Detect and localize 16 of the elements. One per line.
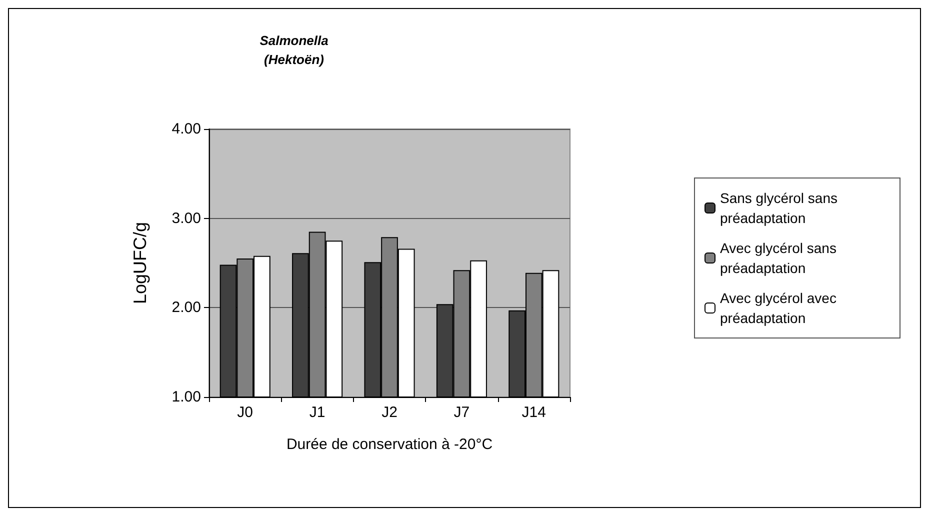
chart-subtitle: (Hektoën) [264, 52, 324, 67]
x-tick-label: J0 [237, 404, 254, 421]
legend-label: Sans glycérol sans préadaptation [720, 190, 842, 226]
y-tick-label: 3.00 [172, 210, 201, 227]
chart-title: Salmonella [260, 33, 328, 48]
x-tick-label: J7 [454, 404, 470, 421]
legend-label: Avec glycérol sans préadaptation [720, 240, 840, 276]
y-tick-label: 2.00 [172, 299, 201, 316]
x-tick-label: J14 [522, 404, 546, 421]
x-tick-label: J1 [309, 404, 326, 421]
legend-label: Avec glycérol avec préadaptation [720, 290, 840, 326]
y-tick-label: 4.00 [172, 120, 201, 138]
x-tick-label: J2 [382, 404, 398, 421]
y-axis-title: LogUFC/g [130, 222, 150, 304]
y-tick-label: 1.00 [172, 388, 201, 406]
x-axis-title: Durée de conservation à -20°C [286, 436, 493, 453]
